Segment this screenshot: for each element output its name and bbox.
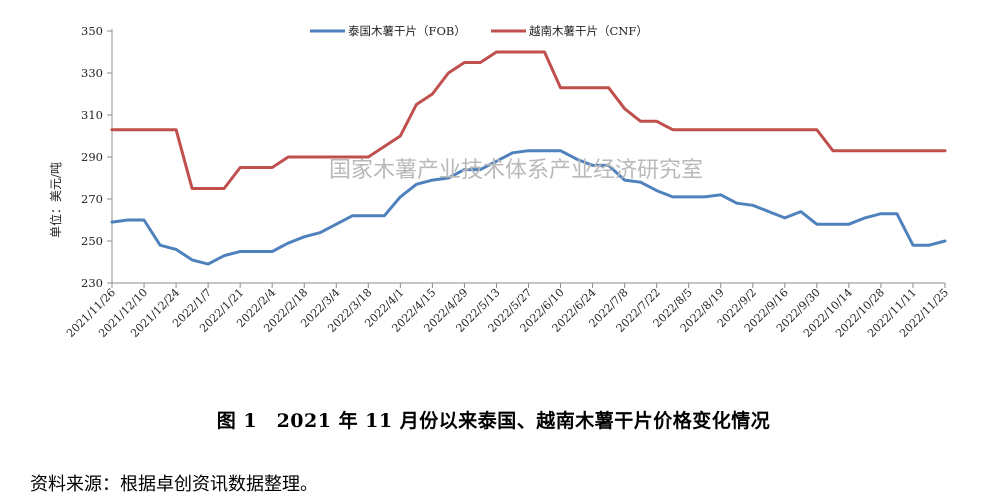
y-tick-label: 290 [81, 150, 103, 164]
y-tick-label: 230 [81, 276, 103, 290]
series-layer [110, 50, 947, 266]
y-axis-ticks: 230 250 270 290 310 330 350 [81, 24, 112, 290]
y-tick-label: 250 [81, 234, 103, 248]
y-tick-label: 270 [81, 192, 103, 206]
y-tick-label: 310 [81, 108, 103, 122]
source-note: 资料来源：根据卓创资讯数据整理。 [30, 474, 318, 495]
y-axis-label: 单位：美元/吨 [48, 162, 63, 238]
figure-caption: 图 1 2021 年 11 月份以来泰国、越南木薯干片价格变化情况 [216, 410, 771, 432]
y-tick-label: 350 [81, 24, 103, 38]
price-line-chart: 230 250 270 290 310 330 350 2021/11/262021/12/… [48, 24, 951, 340]
legend-label-vietnam: 越南木薯干片（CNF） [529, 24, 648, 38]
y-tick-label: 330 [81, 66, 103, 80]
series-line-vietnam [110, 50, 947, 190]
x-axis-ticks: 2021/11/262021/12/102021/12/242022/1/720… [64, 283, 951, 340]
series-line-thai [110, 149, 947, 266]
watermark: 国家木薯产业技术体系产业经济研究室 [329, 158, 703, 183]
legend: 泰国木薯干片（FOB） 越南木薯干片（CNF） [310, 24, 648, 38]
axes [111, 29, 945, 284]
legend-label-thai: 泰国木薯干片（FOB） [348, 24, 466, 38]
